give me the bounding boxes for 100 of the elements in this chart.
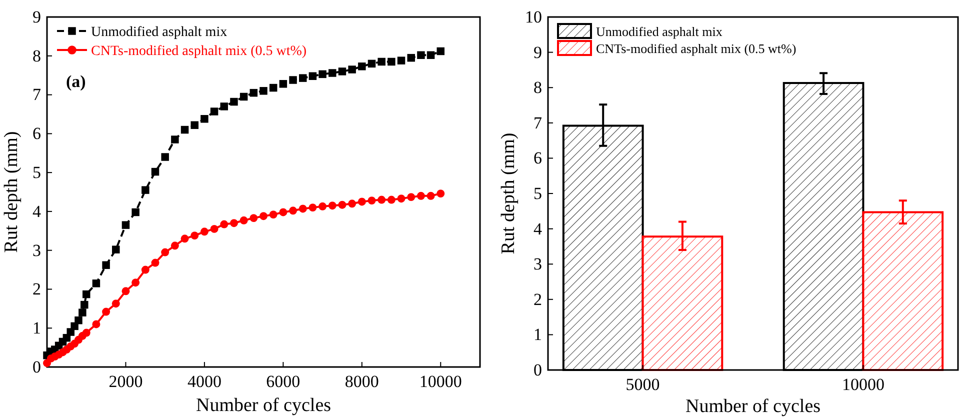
point [122, 221, 130, 229]
point [200, 115, 208, 123]
y-tick-label: 2 [534, 290, 542, 309]
point [416, 192, 425, 200]
legend-label: Unmodified asphalt mix [596, 24, 723, 39]
point [80, 300, 88, 309]
point [240, 92, 248, 101]
point [417, 51, 425, 59]
point [230, 219, 238, 228]
point [92, 320, 100, 328]
y-tick-label: 7 [534, 113, 542, 132]
point [190, 121, 198, 129]
x-axis-title: Number of cycles [685, 396, 821, 417]
point [436, 47, 445, 56]
x-tick-label: 6000 [266, 372, 300, 392]
y-tick-label: 3 [534, 254, 542, 274]
point [308, 204, 317, 212]
point [180, 234, 189, 243]
x-tick-label: 2000 [108, 372, 143, 392]
y-tick-label: 3 [32, 240, 41, 260]
y-tick-label: 8 [534, 78, 542, 98]
annotation: (a) [66, 72, 86, 91]
point [318, 70, 326, 78]
point [230, 98, 238, 106]
point [250, 88, 258, 97]
x-tick-label: 4000 [187, 372, 222, 392]
point [298, 204, 307, 213]
point [74, 316, 82, 324]
point [210, 108, 218, 116]
point [269, 210, 278, 219]
point [378, 58, 386, 66]
point [82, 328, 90, 337]
y-tick-label: 6 [32, 124, 41, 144]
point [289, 76, 297, 84]
point [122, 287, 130, 296]
point [368, 60, 376, 68]
point [308, 72, 317, 80]
point [378, 196, 386, 204]
point [170, 242, 179, 250]
point [220, 220, 228, 228]
point [397, 56, 406, 64]
point [436, 190, 445, 198]
point [151, 258, 160, 267]
y-tick-label: 1 [32, 318, 41, 338]
y-tick-label: 0 [32, 357, 41, 376]
y-tick-label: 9 [534, 42, 542, 62]
point [112, 300, 120, 308]
point [141, 266, 150, 274]
point [260, 212, 268, 220]
y-tick-label: 10 [525, 7, 542, 26]
y-tick-label: 4 [32, 202, 42, 221]
y-tick-label: 5 [32, 162, 41, 182]
point [132, 278, 140, 287]
point [328, 69, 336, 77]
x-tick-label: 8000 [344, 372, 379, 392]
y-tick-label: 4 [534, 219, 542, 238]
point [289, 206, 298, 215]
point [358, 62, 366, 70]
y-tick-label: 0 [534, 360, 542, 380]
x-tick-label: 10000 [842, 375, 884, 394]
point [171, 136, 179, 144]
x-tick-label: 5000 [626, 375, 660, 394]
point [328, 202, 336, 210]
point [102, 308, 110, 316]
point [161, 153, 169, 161]
point [426, 192, 435, 200]
point [210, 224, 218, 233]
point [190, 232, 199, 240]
point [338, 68, 346, 76]
point [78, 308, 86, 316]
point [279, 208, 288, 216]
point [358, 198, 366, 206]
point [240, 216, 248, 224]
x-axis-title: Number of cycles [196, 395, 332, 416]
y-axis-title: Rut depth (mm) [1, 131, 22, 253]
point [407, 54, 415, 62]
point [388, 58, 396, 66]
point [368, 196, 376, 205]
y-tick-label: 7 [32, 85, 42, 104]
y-tick-label: 6 [534, 148, 542, 168]
y-tick-label: 1 [534, 325, 542, 344]
point [161, 248, 170, 256]
y-tick-label: 9 [32, 7, 41, 26]
point [180, 126, 189, 134]
point [426, 51, 435, 59]
point [200, 228, 208, 236]
point [82, 290, 90, 298]
y-axis-title: Rut depth (mm) [498, 132, 519, 254]
point [132, 208, 140, 216]
point [279, 80, 288, 88]
point [102, 261, 110, 269]
point [348, 66, 356, 74]
x-tick-label: 10000 [419, 372, 462, 392]
point [92, 280, 100, 288]
y-tick-label: 5 [534, 184, 542, 203]
legend-label: CNTs-modified asphalt mix (0.5 wt%) [91, 44, 307, 59]
point [298, 74, 307, 82]
point [318, 202, 327, 210]
point [142, 186, 150, 194]
point [407, 193, 416, 202]
